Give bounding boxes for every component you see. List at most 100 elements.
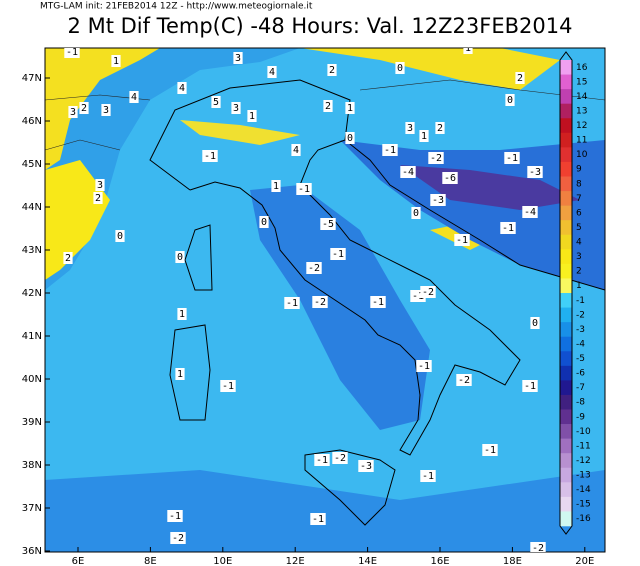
colorbar-swatch (560, 307, 572, 323)
label-box (284, 297, 300, 309)
warm-area (300, 48, 560, 90)
colorbar-swatch (560, 103, 572, 119)
label-box (323, 100, 333, 112)
label-box (416, 360, 432, 372)
contour-label: -1 (384, 145, 396, 156)
contour-label: 3 (97, 180, 103, 191)
colorbar-label: 10 (576, 150, 588, 160)
colorbar-label: -2 (576, 310, 585, 320)
colorbar-label: -9 (576, 412, 585, 422)
contour-label: 0 (413, 208, 419, 219)
contour-label: 2 (95, 193, 101, 204)
label-box (530, 317, 540, 329)
colorbar-label: 2 (576, 267, 582, 277)
contour-label: 0 (117, 231, 123, 242)
latitude-label: 38N (22, 460, 42, 471)
label-box (68, 106, 78, 118)
colorbar-frame (559, 51, 573, 535)
latitude-label: 36N (22, 546, 42, 557)
contour-label: 1 (273, 181, 279, 192)
contour-label: -2 (422, 287, 434, 298)
contour-label: -2 (430, 153, 442, 164)
colorbar-label: 6 (576, 208, 582, 218)
contour-label: 1 (179, 309, 185, 320)
contour-label: -1 (372, 297, 384, 308)
contour-label: 2 (437, 123, 443, 134)
colorbar-swatch (560, 511, 572, 527)
label-box (271, 180, 281, 192)
label-box (310, 513, 326, 525)
colorbar-swatch (560, 89, 572, 104)
contour-label: -5 (322, 219, 334, 230)
contour-label: -1 (456, 235, 468, 246)
contour-label: 3 (103, 105, 109, 116)
colorbar-label: -12 (576, 456, 591, 466)
latitude-label: 44N (22, 202, 42, 213)
longitude-label: 6E (72, 556, 85, 566)
label-box (167, 510, 183, 522)
colorbar-label: 14 (576, 92, 588, 102)
label-box (259, 216, 269, 228)
latitude-label: 47N (22, 73, 42, 84)
contour-label: -6 (444, 173, 456, 184)
label-box (522, 206, 538, 218)
label-box (177, 308, 187, 320)
latitude-label: 41N (22, 331, 42, 342)
colorbar-label: 11 (576, 136, 587, 146)
label-box (420, 286, 436, 298)
label-box (93, 192, 103, 204)
contour-label: -1 (506, 153, 518, 164)
colorbar-label: 12 (576, 121, 587, 131)
label-box (515, 72, 525, 84)
contour-label: 0 (397, 63, 403, 74)
colorbar-swatch (560, 336, 572, 352)
label-box (405, 122, 415, 134)
label-box (63, 252, 73, 264)
contour-label: -1 (298, 184, 310, 195)
contour-label: -1 (502, 223, 514, 234)
label-box (330, 248, 346, 260)
contour-label: 1 (249, 111, 255, 122)
contour-label: 0 (532, 318, 538, 329)
contour-label: 2 (325, 101, 331, 112)
label-box (428, 152, 444, 164)
label-box (332, 452, 348, 464)
label-box (430, 194, 446, 206)
contour-label: -2 (532, 543, 544, 554)
contour-label: -1 (66, 47, 78, 58)
label-box (64, 48, 80, 58)
colorbar-swatch (560, 74, 572, 90)
colorbar-swatch (560, 191, 572, 206)
longitude-label: 16E (430, 556, 449, 566)
label-box (505, 94, 515, 106)
contour-label: -1 (204, 151, 216, 162)
contour-label: -2 (172, 533, 184, 544)
label-box (306, 262, 322, 274)
contour-label: 4 (179, 83, 185, 94)
colorbar-label: -5 (576, 354, 585, 364)
colorbar-swatch (560, 293, 572, 308)
label-box (530, 542, 546, 552)
longitude-label: 14E (358, 556, 377, 566)
latitude-label: 45N (22, 159, 42, 170)
colorbar-label: 3 (576, 252, 582, 262)
contour-label: -1 (422, 471, 434, 482)
colorbar-label: -1 (576, 296, 585, 306)
label-box (177, 82, 187, 94)
label-box (220, 380, 236, 392)
contour-label: -2 (314, 297, 326, 308)
contour-label: 4 (293, 145, 299, 156)
colorbar-swatch (560, 161, 572, 177)
label-box (420, 470, 436, 482)
colorbar-swatch (560, 365, 572, 381)
colorbar-label: -3 (576, 325, 585, 335)
colorbar-label: -7 (576, 383, 585, 393)
contour-label: -1 (412, 291, 424, 302)
subtitle: MTG-LAM init: 21FEB2014 12Z - http://www… (40, 2, 313, 12)
label-box (442, 172, 458, 184)
colorbar-swatch (560, 351, 572, 367)
label-box (435, 122, 445, 134)
cold-area (45, 470, 605, 552)
contour-label: -2 (308, 263, 320, 274)
